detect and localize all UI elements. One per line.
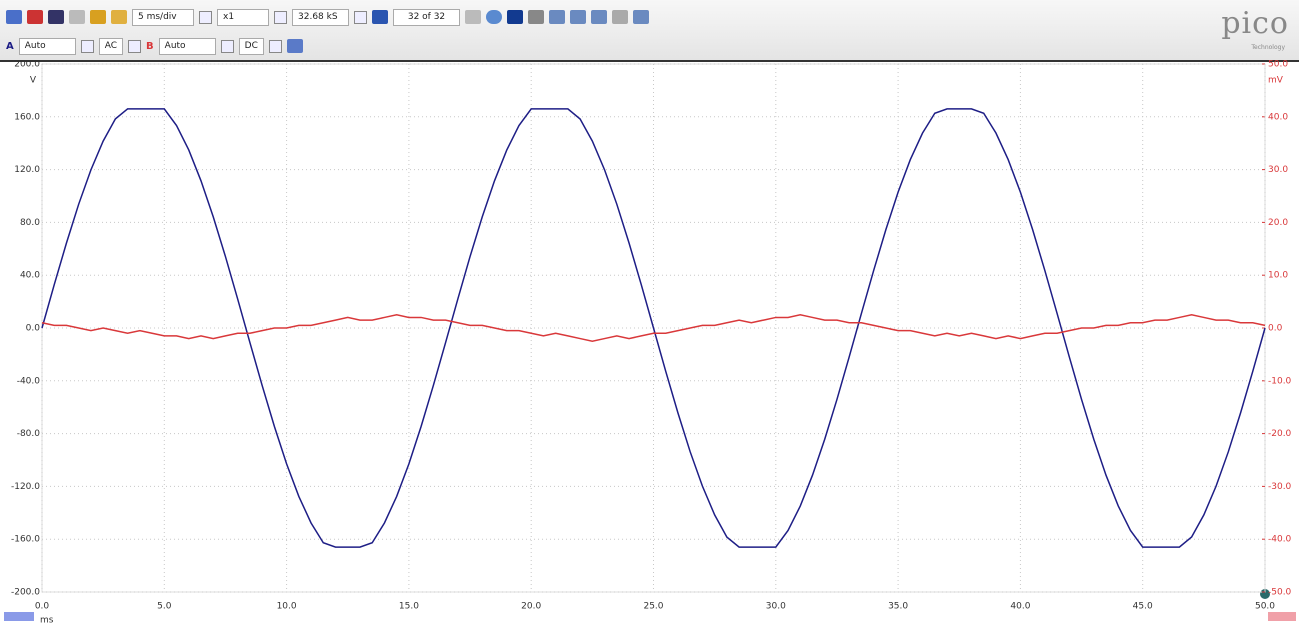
pointer-icon[interactable] [507,10,523,24]
y2-tick-label: 50.0 [1268,60,1288,70]
hand-icon[interactable] [528,10,544,24]
channel-b-range[interactable]: Auto [158,37,216,55]
timebase-box[interactable]: 5 ms/div [132,8,194,26]
x-tick-label: 45.0 [1133,602,1153,612]
toolbar: 5 ms/div x1 32.68 kS 32 of 32 A Auto AC … [0,0,1299,62]
dropdown[interactable] [199,10,212,24]
buffer-back-icon[interactable] [372,10,388,24]
x-tick-label: 0.0 [35,602,50,612]
zoom-box[interactable]: x1 [217,8,269,26]
toolbar-row-1: 5 ms/div x1 32.68 kS 32 of 32 [6,6,649,28]
logo-subtitle: Technology [1251,44,1285,51]
probe-icon[interactable] [90,10,106,24]
y-axis-unit: V [30,76,37,86]
spinner[interactable] [274,10,287,24]
math-icon[interactable] [286,39,303,53]
axis-badge [1268,612,1296,621]
y2-tick-label: -50.0 [1268,588,1292,598]
disabled-icon [69,10,85,24]
zoom-in-icon[interactable] [549,10,565,24]
logo: pico [1221,6,1289,41]
scope-mode-icon[interactable] [6,10,22,24]
buffer-forward-icon[interactable] [465,10,481,24]
y2-tick-label: -10.0 [1268,376,1292,386]
y-tick-label: 80.0 [20,218,40,228]
y-tick-label: 200.0 [14,60,40,70]
trace [41,108,1266,548]
home-icon[interactable] [111,10,127,24]
x-tick-label: 5.0 [157,602,172,612]
x-tick-label: 35.0 [888,602,908,612]
channel-a-coupling[interactable]: AC [98,37,124,55]
y-tick-label: 0.0 [26,324,41,334]
y2-tick-label: 0.0 [1268,324,1283,334]
spinner[interactable] [354,10,367,24]
x-tick-label: 20.0 [521,602,541,612]
y2-tick-label: -40.0 [1268,535,1292,545]
y-tick-label: -200.0 [11,588,40,598]
buffer-box[interactable]: 32 of 32 [393,8,460,26]
y2-tick-label: 20.0 [1268,218,1288,228]
nav-icon[interactable] [486,10,502,24]
y-tick-label: 40.0 [20,271,40,281]
zoom-out-icon[interactable] [570,10,586,24]
samples-box[interactable]: 32.68 kS [292,8,349,26]
y2-tick-label: 30.0 [1268,165,1288,175]
y2-axis-unit: mV [1268,76,1284,86]
toolbar-row-2: A Auto AC B Auto DC [6,35,303,57]
dropdown[interactable] [80,39,94,53]
y-tick-label: -40.0 [17,376,41,386]
axis-badge [4,612,34,621]
undo-zoom-icon[interactable] [612,10,628,24]
dropdown[interactable] [220,39,234,53]
zoom-area-icon[interactable] [591,10,607,24]
x-tick-label: 15.0 [399,602,419,612]
y-tick-label: -80.0 [17,429,41,439]
x-tick-label: 50.0 [1255,602,1275,612]
channel-a-range[interactable]: Auto [18,37,76,55]
persistence-icon[interactable] [27,10,43,24]
y2-tick-label: -30.0 [1268,482,1292,492]
channel-b-label: B [146,40,154,52]
channel-b-coupling[interactable]: DC [238,37,264,55]
y-tick-label: 160.0 [14,112,40,122]
dropdown[interactable] [128,39,142,53]
x-tick-label: 30.0 [766,602,786,612]
spectrum-icon[interactable] [48,10,64,24]
y2-tick-label: -20.0 [1268,429,1292,439]
y2-tick-label: 10.0 [1268,271,1288,281]
x-tick-label: 10.0 [277,602,297,612]
y-tick-label: -120.0 [11,482,40,492]
y2-tick-label: 40.0 [1268,112,1288,122]
y-tick-label: 120.0 [14,165,40,175]
x-axis-unit: ms [40,616,54,626]
trace [41,314,1266,342]
zoom-fit-icon[interactable] [633,10,649,24]
x-tick-label: 25.0 [643,602,663,612]
y-tick-label: -160.0 [11,535,40,545]
channel-a-label: A [6,40,14,52]
dropdown[interactable] [268,39,282,53]
x-tick-label: 40.0 [1010,602,1030,612]
